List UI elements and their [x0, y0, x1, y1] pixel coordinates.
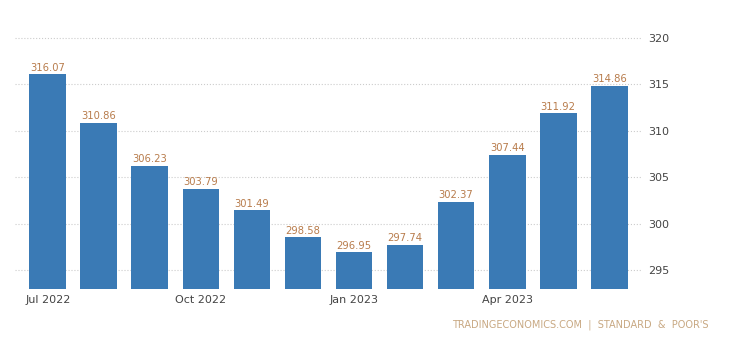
Bar — [182, 189, 219, 289]
Bar — [29, 74, 66, 289]
Bar — [131, 166, 168, 289]
Bar — [234, 210, 270, 289]
Bar — [438, 202, 475, 289]
Text: TRADINGECONOMICS.COM  |  STANDARD  &  POOR'S: TRADINGECONOMICS.COM | STANDARD & POOR'S — [452, 319, 708, 330]
Bar — [591, 86, 628, 289]
Text: 311.92: 311.92 — [541, 102, 576, 112]
Text: 314.86: 314.86 — [592, 74, 626, 84]
Text: 296.95: 296.95 — [337, 241, 372, 251]
Text: 307.44: 307.44 — [490, 143, 524, 153]
Bar — [80, 123, 118, 289]
Text: 302.37: 302.37 — [439, 190, 474, 200]
Bar — [489, 155, 526, 289]
Bar — [387, 245, 423, 289]
Text: 301.49: 301.49 — [234, 199, 269, 209]
Text: 306.23: 306.23 — [132, 154, 167, 165]
Bar — [285, 237, 321, 289]
Text: 316.07: 316.07 — [31, 63, 65, 73]
Text: 298.58: 298.58 — [285, 226, 320, 236]
Text: 303.79: 303.79 — [183, 177, 218, 187]
Text: 310.86: 310.86 — [82, 112, 116, 121]
Bar — [539, 113, 577, 289]
Text: 297.74: 297.74 — [388, 234, 423, 243]
Bar — [336, 252, 372, 289]
